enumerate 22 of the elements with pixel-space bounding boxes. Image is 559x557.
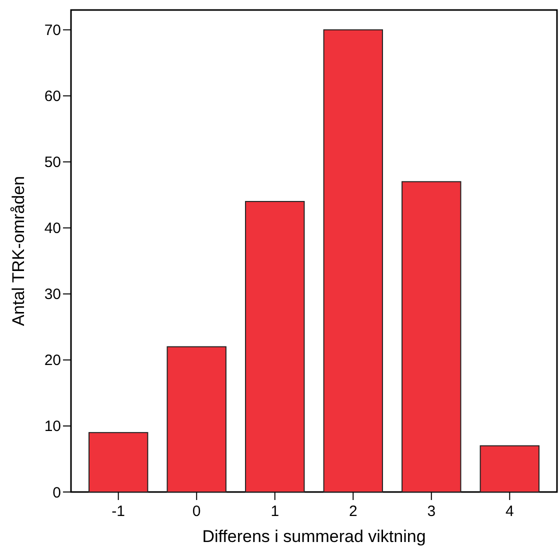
y-tick-label: 50 [44, 154, 61, 172]
y-tick-label: 30 [44, 286, 61, 304]
x-tick-label: 0 [192, 503, 201, 520]
y-tick-label: 20 [44, 352, 61, 370]
x-tick-label: 2 [348, 503, 358, 520]
x-axis-title: Differens i summerad viktning [202, 527, 426, 546]
y-axis-title: Antal TRK-områden [9, 176, 28, 326]
x-tick-label: 1 [270, 503, 280, 520]
bar [480, 445, 540, 492]
x-tick-label: -1 [112, 503, 126, 520]
y-tick-label: 60 [44, 88, 61, 106]
x-tick-label: 3 [427, 503, 436, 520]
y-tick-label: 10 [44, 418, 61, 436]
bar [402, 181, 462, 492]
x-tick-label: 4 [505, 503, 514, 520]
bar [245, 200, 305, 492]
bar [166, 346, 226, 492]
y-tick-label: 70 [44, 22, 61, 40]
bar [88, 432, 148, 492]
y-tick-label: 0 [52, 484, 61, 502]
y-tick-label: 40 [44, 220, 61, 238]
bar [323, 29, 383, 492]
